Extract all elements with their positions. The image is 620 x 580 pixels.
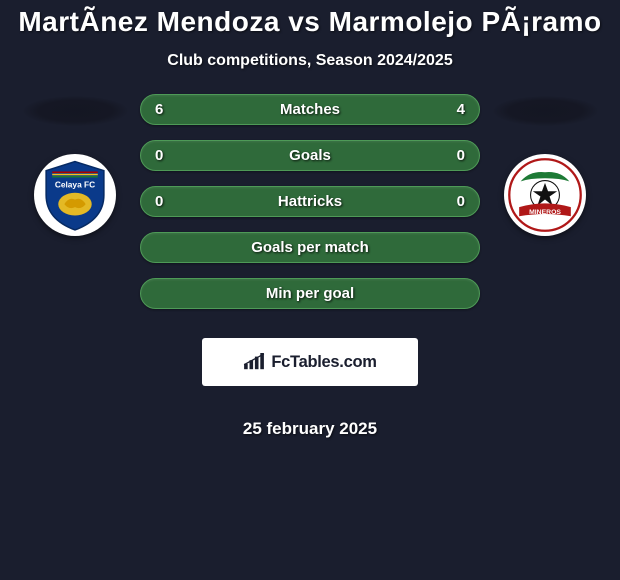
shadow-ellipse: [493, 96, 598, 126]
stat-goals-left: 0: [155, 147, 163, 164]
mineros-crest-icon: MINEROS: [507, 157, 583, 233]
stat-goals-label: Goals: [289, 147, 331, 164]
stat-hattricks-right: 0: [457, 193, 465, 210]
shadow-ellipse: [23, 96, 128, 126]
team-right-side: MINEROS: [485, 94, 605, 236]
stat-matches-right: 4: [457, 101, 465, 118]
comparison-card: MartÃ­nez Mendoza vs Marmolejo PÃ¡ramo C…: [0, 0, 620, 439]
team-left-badge: Celaya FC: [34, 154, 116, 236]
main-row: Celaya FC 6 Matches 4 0 Goals 0 0 Hattri…: [0, 94, 620, 439]
stat-matches: 6 Matches 4: [140, 94, 480, 125]
bar-chart-icon: [243, 353, 265, 371]
comparison-date: 25 february 2025: [243, 419, 377, 439]
team-right-badge: MINEROS: [504, 154, 586, 236]
stats-column: 6 Matches 4 0 Goals 0 0 Hattricks 0 Goal…: [135, 94, 485, 439]
stat-hattricks-left: 0: [155, 193, 163, 210]
page-subtitle: Club competitions, Season 2024/2025: [167, 52, 452, 70]
stat-matches-left: 6: [155, 101, 163, 118]
stat-min-per-goal: Min per goal: [140, 278, 480, 309]
stat-matches-label: Matches: [280, 101, 340, 118]
stat-hattricks: 0 Hattricks 0: [140, 186, 480, 217]
team-left-side: Celaya FC: [15, 94, 135, 236]
stat-mpg-label: Min per goal: [266, 285, 354, 302]
stat-hattricks-label: Hattricks: [278, 193, 342, 210]
celaya-crest-icon: Celaya FC: [37, 157, 113, 233]
page-title: MartÃ­nez Mendoza vs Marmolejo PÃ¡ramo: [18, 6, 601, 38]
stat-goals-per-match: Goals per match: [140, 232, 480, 263]
svg-text:MINEROS: MINEROS: [529, 209, 561, 216]
stat-goals-right: 0: [457, 147, 465, 164]
svg-text:Celaya FC: Celaya FC: [55, 179, 95, 189]
stat-gpm-label: Goals per match: [251, 239, 369, 256]
brand-box[interactable]: FcTables.com: [202, 338, 418, 386]
brand-label: FcTables.com: [271, 353, 376, 372]
stat-goals: 0 Goals 0: [140, 140, 480, 171]
